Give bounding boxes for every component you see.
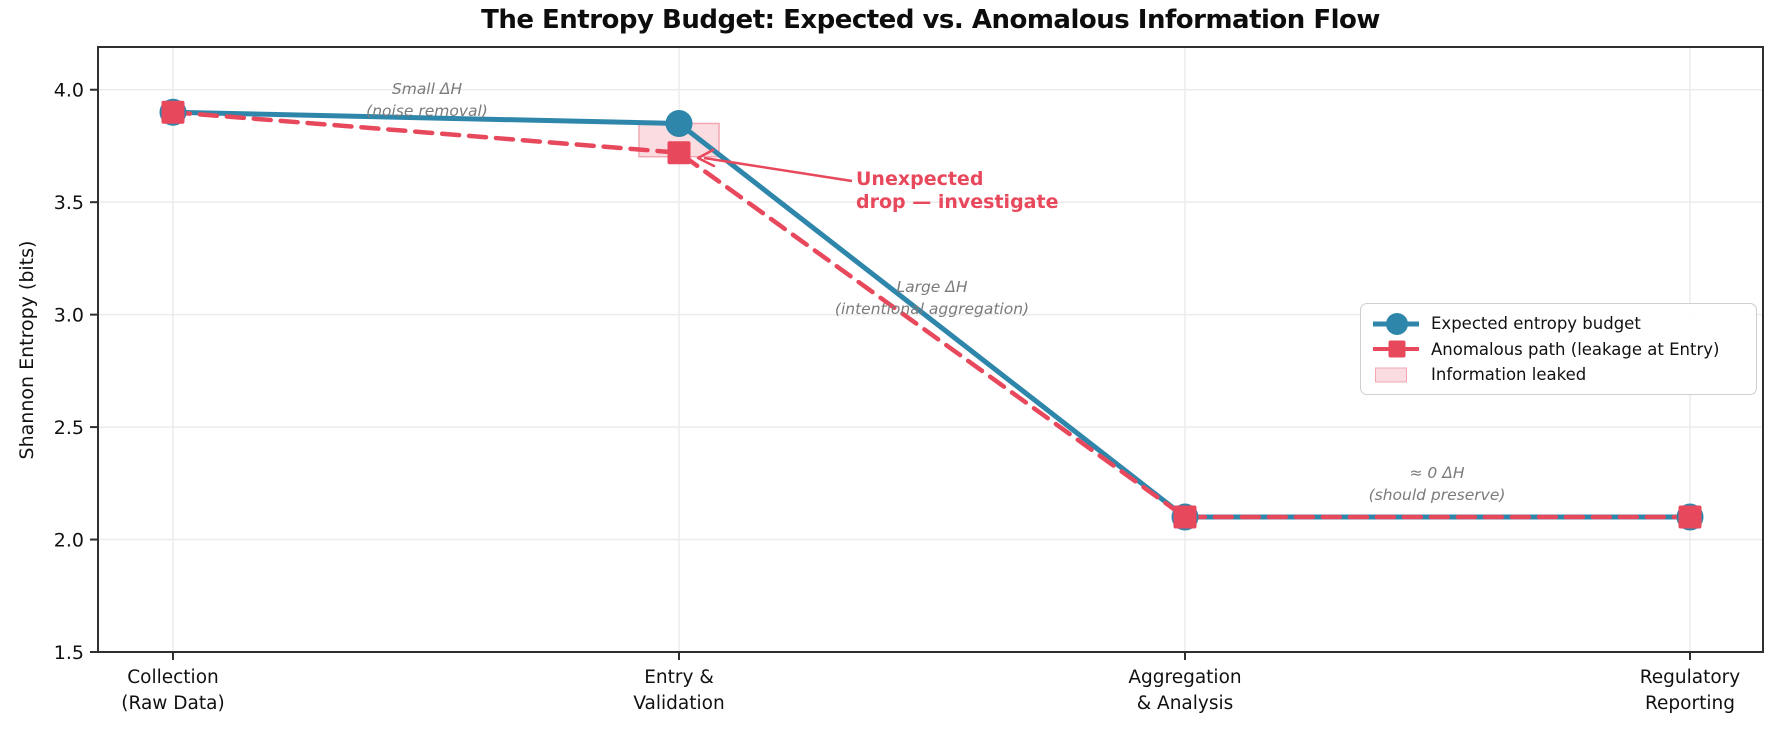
annotation-small-delta-h: Small ΔH (noise removal): [366, 80, 488, 120]
anomalous-line-square-swatch: [1373, 337, 1421, 361]
legend: Expected entropy budget Anomalous path (…: [1360, 303, 1757, 395]
x-tick-label: Validation: [633, 693, 724, 714]
plot-border: [97, 46, 1764, 653]
legend-item-anomalous: Anomalous path (leakage at Entry): [1373, 337, 1744, 362]
anomalous-point-marker: [161, 100, 185, 124]
legend-item-leaked: Information leaked: [1373, 362, 1744, 387]
anomalous-point-marker: [1173, 505, 1197, 529]
legend-label-leaked: Information leaked: [1431, 365, 1587, 384]
annotation-unexpected-drop: Unexpected drop — investigate: [856, 168, 1059, 213]
annotation-large-delta-h: Large ΔH (intentional aggregation): [834, 278, 1030, 318]
legend-item-expected: Expected entropy budget: [1373, 311, 1744, 336]
y-tick-label: 4.0: [54, 80, 84, 102]
x-tick-label: Aggregation: [1128, 667, 1241, 688]
anomalous-series-line: [170, 109, 1693, 520]
x-tick-label: Entry &: [644, 667, 714, 688]
y-tick-label: 2.0: [54, 530, 84, 552]
x-tick-label: Regulatory: [1640, 667, 1741, 688]
legend-label-expected: Expected entropy budget: [1431, 314, 1641, 333]
x-tick-label: (Raw Data): [121, 693, 224, 714]
annotation-arrow-head: [696, 148, 716, 168]
annotation-zero-delta-h: ≈ 0 ΔH (should preserve): [1368, 464, 1506, 504]
x-tick-label: Reporting: [1645, 693, 1735, 714]
y-tick-label: 1.5: [54, 642, 84, 664]
legend-label-anomalous: Anomalous path (leakage at Entry): [1431, 339, 1720, 359]
x-tick-label: & Analysis: [1137, 693, 1234, 714]
leaked-region-swatch: [1373, 363, 1421, 387]
expected-line-circle-swatch: [1373, 312, 1421, 336]
anomalous-point-marker: [667, 141, 691, 165]
y-tick-label: 3.0: [54, 305, 84, 327]
y-tick-label: 2.5: [54, 417, 84, 439]
anomalous-point-marker: [1678, 505, 1702, 529]
annotation-arrow-line: [703, 156, 853, 183]
x-tick-label: Collection: [127, 667, 219, 688]
chart-title: The Entropy Budget: Expected vs. Anomalo…: [481, 5, 1380, 35]
expected-point-marker: [665, 109, 693, 137]
y-tick-label: 3.5: [54, 192, 84, 214]
